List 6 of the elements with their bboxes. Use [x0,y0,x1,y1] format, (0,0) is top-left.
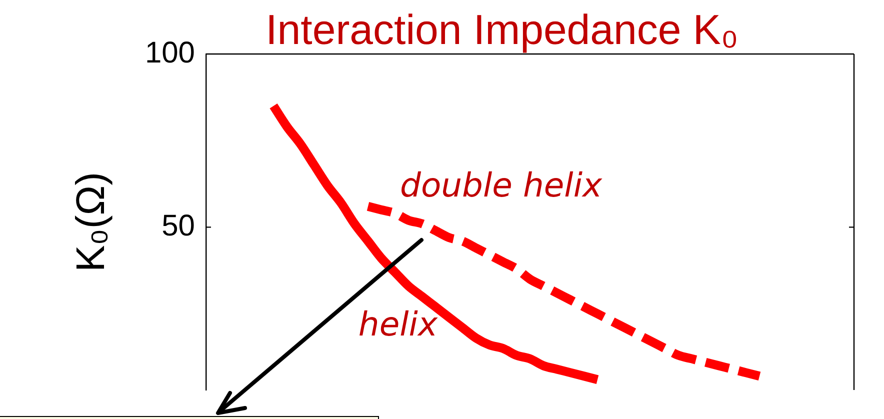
y-tick-label: 100 [144,36,195,70]
series-label: helix [358,304,438,344]
series-label: double helix [400,165,603,204]
y-tick-label: 50 [162,209,195,242]
y-axis-title: K₀(Ω) [69,172,114,272]
chart-title: Interaction Impedance K₀ [266,6,738,53]
